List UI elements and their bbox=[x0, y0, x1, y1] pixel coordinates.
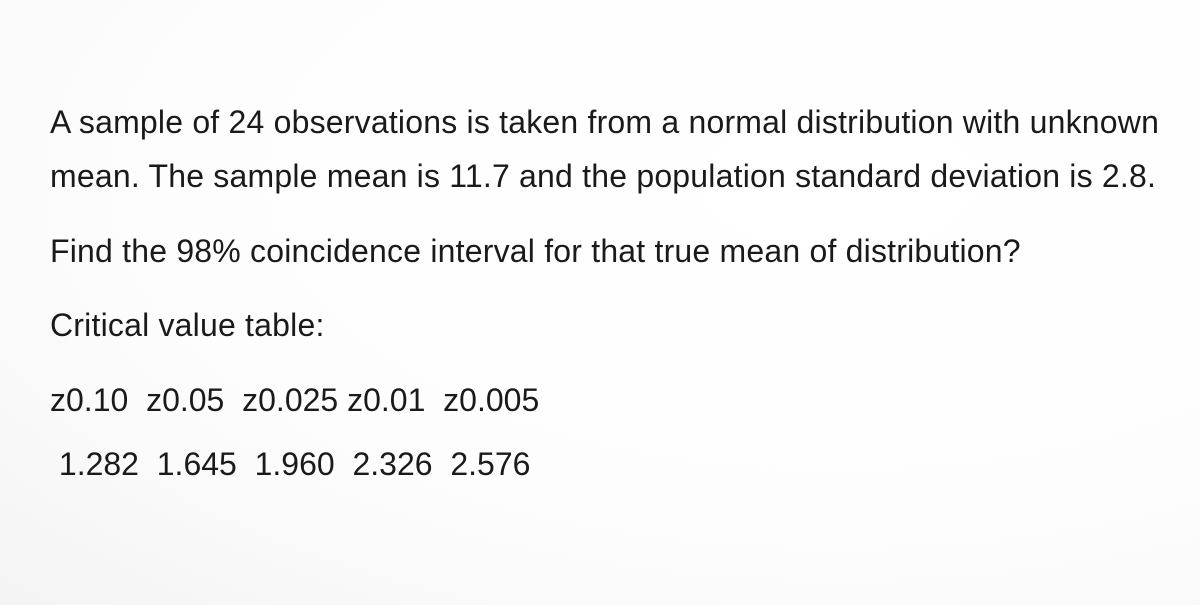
critical-value-table-value-row: 1.282 1.645 1.960 2.326 2.576 bbox=[50, 437, 1170, 491]
problem-statement-paragraph-1: A sample of 24 observations is taken fro… bbox=[50, 95, 1170, 204]
critical-value-table-header-row: z0.10 z0.05 z0.025 z0.01 z0.005 bbox=[50, 373, 1170, 427]
question-paragraph: Find the 98% coincidence interval for th… bbox=[50, 224, 1170, 278]
document-page: A sample of 24 observations is taken fro… bbox=[0, 0, 1200, 605]
table-caption: Critical value table: bbox=[50, 298, 1170, 352]
